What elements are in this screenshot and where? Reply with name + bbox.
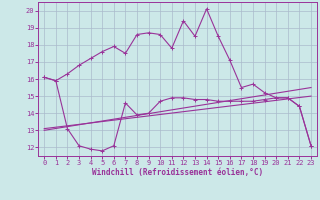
X-axis label: Windchill (Refroidissement éolien,°C): Windchill (Refroidissement éolien,°C) [92, 168, 263, 177]
